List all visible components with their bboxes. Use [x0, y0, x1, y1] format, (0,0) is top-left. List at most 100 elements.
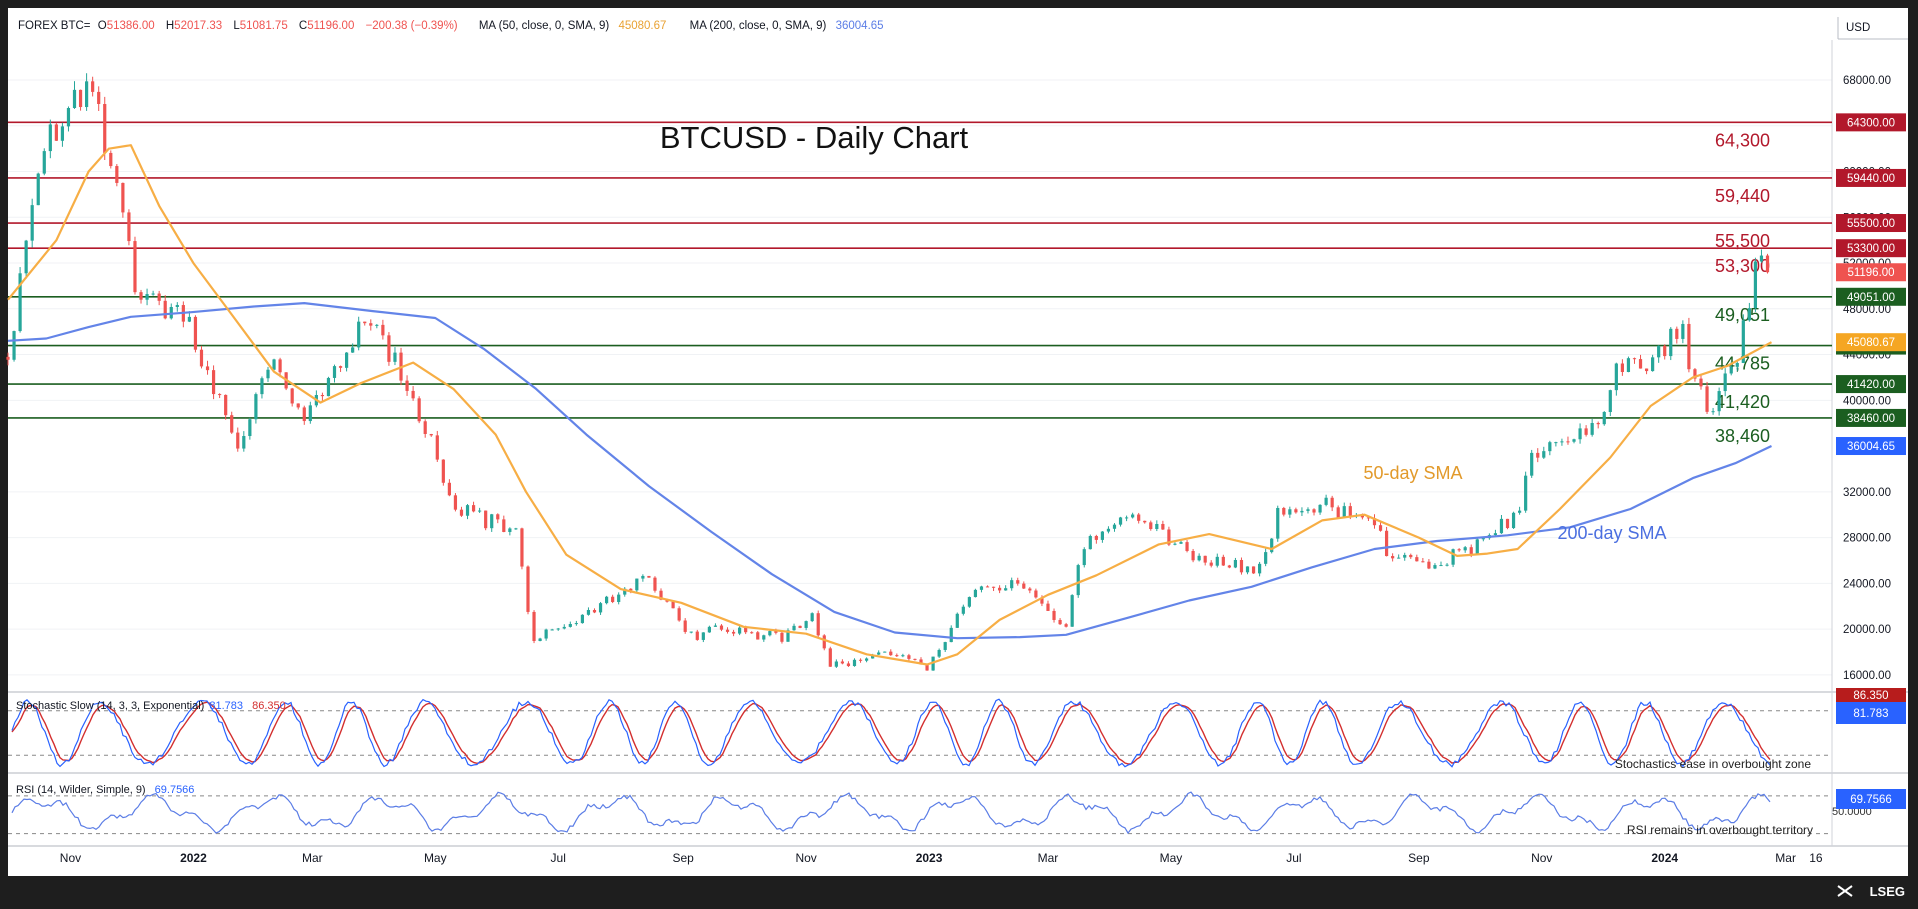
level-label-44785: 44,785 [1715, 354, 1770, 374]
candle [139, 289, 143, 304]
candle [1197, 553, 1201, 562]
candle [1657, 345, 1661, 363]
candle [151, 290, 155, 296]
candle [1022, 581, 1026, 590]
level-tag-41420-text: 41420.00 [1847, 379, 1895, 391]
stochastic-k-line [11, 698, 1771, 768]
candle [344, 352, 349, 372]
candle [937, 648, 941, 658]
sma50-line [7, 144, 1773, 666]
candle [278, 357, 282, 378]
candle [1451, 548, 1455, 568]
candle [1699, 373, 1703, 390]
candle [967, 596, 971, 608]
candle [1669, 327, 1673, 361]
candle [1149, 520, 1153, 531]
candle [1602, 411, 1606, 426]
sma50-annotation: 50-day SMA [1363, 463, 1462, 483]
candle [66, 106, 71, 132]
candle [1566, 436, 1570, 445]
candle [864, 657, 869, 663]
stochastic-d-tag-text: 86.350 [1853, 690, 1888, 702]
candle [447, 479, 451, 497]
candle [1626, 356, 1631, 373]
candle [91, 76, 95, 97]
candle [877, 650, 881, 655]
candle [1548, 440, 1552, 456]
candle [822, 634, 826, 651]
candle [943, 641, 947, 652]
candle [1342, 502, 1346, 519]
candle [1366, 517, 1371, 522]
candle [351, 343, 355, 353]
candle [1161, 520, 1165, 530]
svg-text:RSI (14, Wilder, Simple, 9): RSI (14, Wilder, Simple, 9) 69.7566 [16, 784, 194, 796]
candle [641, 574, 645, 582]
candle [635, 578, 639, 593]
y-tick-label: 68000.00 [1843, 75, 1891, 87]
candle [973, 588, 978, 598]
candle [381, 319, 385, 340]
svg-text:FOREX BTC= O51386.00 H: FOREX BTC= O51386.00 H52017.33 L51081.75… [18, 20, 884, 32]
candle [1632, 357, 1637, 364]
candle [1409, 553, 1413, 559]
candle [1620, 359, 1624, 376]
brand-mark-icon [1837, 885, 1853, 897]
candle [895, 653, 899, 658]
candle [550, 628, 554, 631]
candle [459, 506, 464, 517]
y-tick-label: 16000.00 [1843, 670, 1891, 682]
sma200-tag-text: 36004.65 [1847, 441, 1895, 453]
svg-text:Stochastic Slow (14, 3, 3, Exp: Stochastic Slow (14, 3, 3, Exponential) … [16, 700, 286, 712]
candle [961, 604, 965, 616]
candle [163, 295, 167, 320]
candle [1203, 555, 1207, 566]
candle [1034, 588, 1038, 599]
candle [405, 375, 409, 396]
candle [357, 316, 361, 351]
candle [338, 365, 343, 372]
candle [526, 565, 530, 615]
last-price-tag-text: 51196.00 [1847, 267, 1894, 279]
candle [60, 122, 65, 147]
candle [1064, 622, 1068, 628]
stochastic-d-legend: 86.350 [252, 700, 286, 712]
stochastic-note: Stochastics ease in overbought zone [1615, 757, 1811, 771]
candle [1264, 548, 1268, 567]
candle [1100, 531, 1104, 543]
candle [1753, 257, 1758, 312]
ma200-legend-value: 36004.65 [836, 20, 884, 32]
candle [1282, 506, 1286, 517]
candle [508, 527, 512, 536]
candle [1112, 523, 1117, 532]
sma200-line [7, 302, 1772, 640]
candle [248, 417, 252, 440]
x-tick-label: Sep [673, 851, 695, 865]
candle [719, 624, 724, 632]
candle [889, 649, 893, 656]
x-tick-label: May [1160, 851, 1183, 865]
candle [1747, 302, 1751, 322]
x-tick-label: Jul [1286, 851, 1301, 865]
candle [484, 510, 488, 531]
candle [1288, 506, 1292, 518]
x-tick-label: Sep [1408, 851, 1430, 865]
candle [12, 330, 16, 362]
candle [326, 376, 331, 397]
candle [260, 376, 264, 399]
candle [453, 493, 458, 512]
candle [762, 634, 766, 642]
candle [568, 621, 572, 628]
candle [30, 198, 34, 248]
candle [689, 631, 693, 634]
candle [647, 575, 651, 578]
candle [1427, 559, 1431, 570]
candle [592, 608, 597, 614]
candle [42, 148, 46, 176]
candle [731, 629, 736, 637]
candle [1004, 585, 1008, 591]
rsi-title: RSI (14, Wilder, Simple, 9) [16, 784, 146, 796]
level-label-41420: 41,420 [1715, 392, 1770, 412]
candle [1227, 564, 1231, 569]
